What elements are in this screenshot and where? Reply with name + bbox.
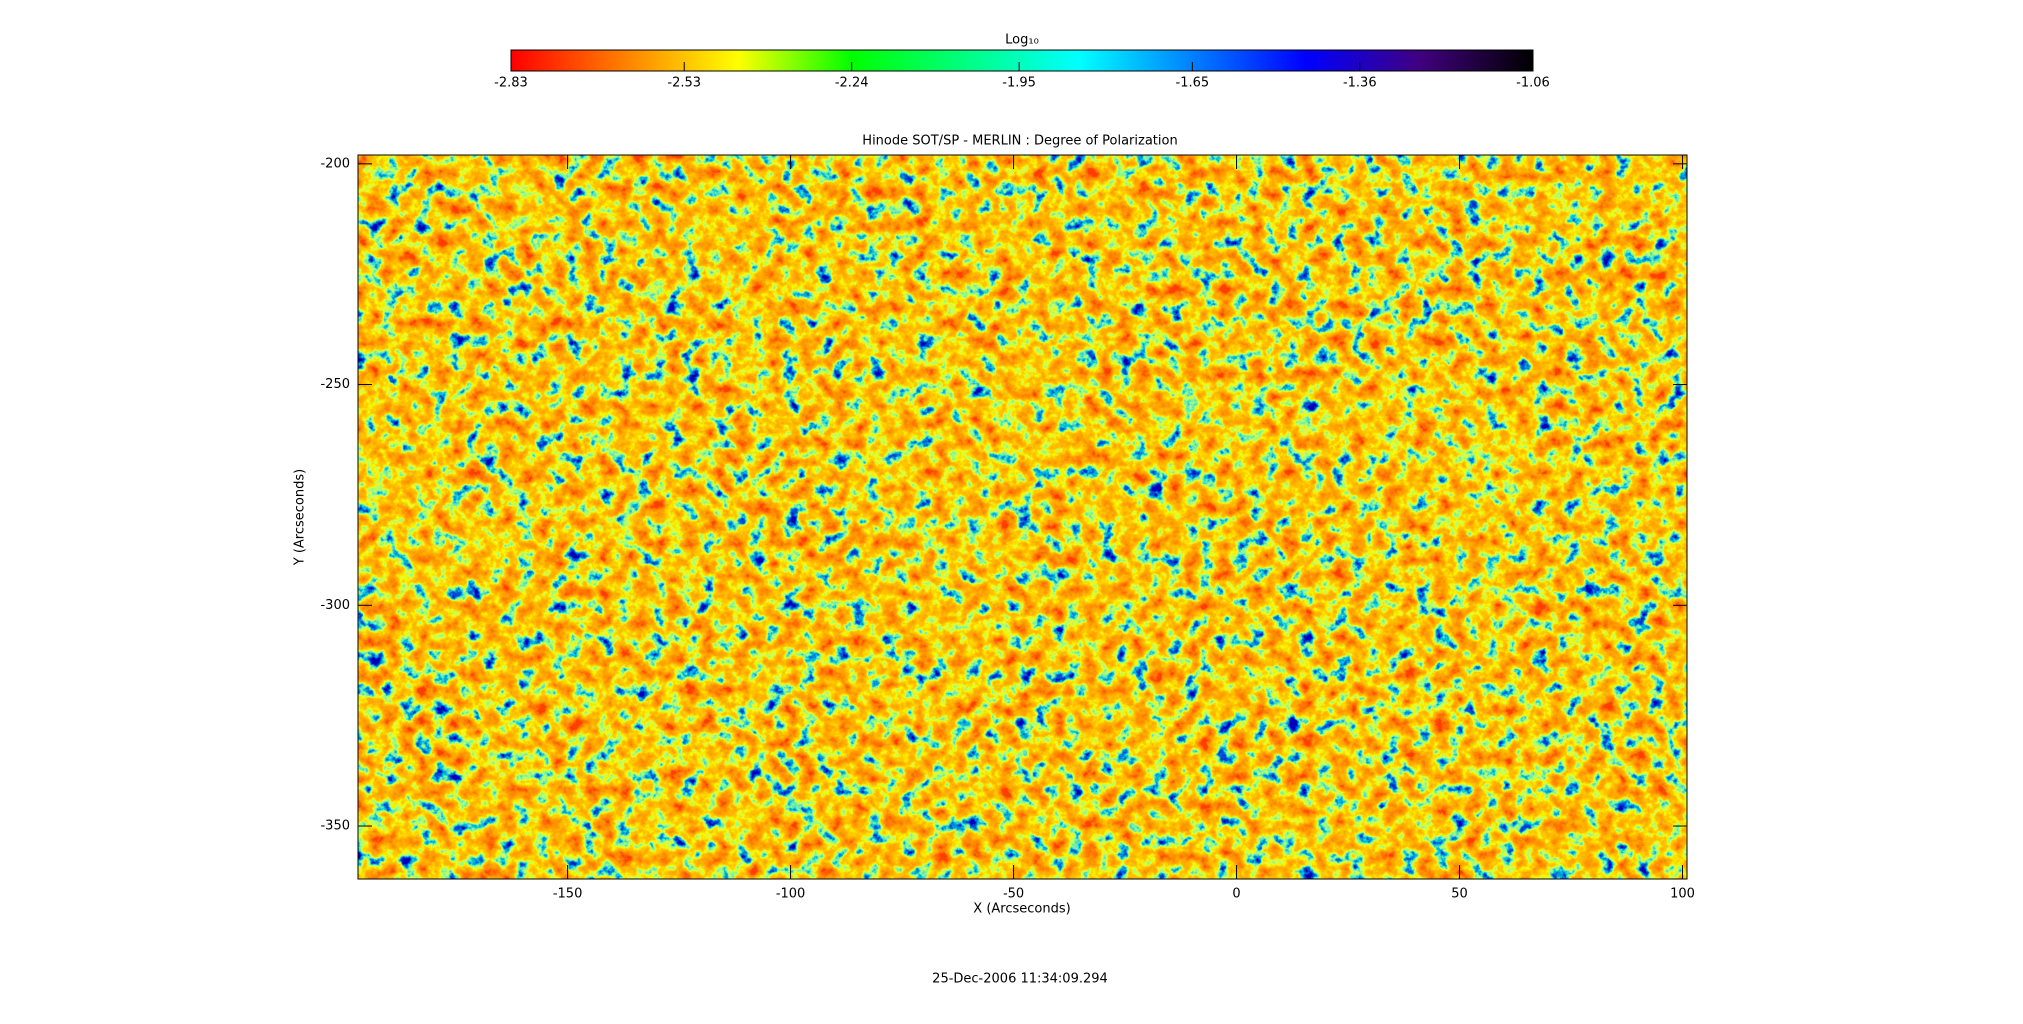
x-tick-label: 0 bbox=[1232, 887, 1240, 902]
colorbar-tick-label: -1.95 bbox=[1002, 76, 1036, 91]
colorbar bbox=[510, 49, 1534, 72]
y-tick-label: -350 bbox=[320, 819, 350, 834]
y-tick-label: -300 bbox=[320, 598, 350, 613]
x-tick-label: 50 bbox=[1451, 887, 1468, 902]
colorbar-tick-label: -1.06 bbox=[1516, 76, 1550, 91]
plot-frame bbox=[357, 154, 1688, 880]
polarization-map bbox=[358, 155, 1687, 879]
colorbar-tick-label: -2.53 bbox=[667, 76, 701, 91]
x-tick-label: 100 bbox=[1670, 887, 1695, 902]
x-axis-label: X (Arcseconds) bbox=[973, 902, 1070, 917]
colorbar-label: Log₁₀ bbox=[1005, 33, 1039, 48]
footer-date: 25-Dec-2006 11:34:09.294 bbox=[932, 972, 1108, 987]
colorbar-tick-label: -2.24 bbox=[835, 76, 869, 91]
colorbar-tick-label: -1.36 bbox=[1343, 76, 1377, 91]
colorbar-tick-label: -1.65 bbox=[1176, 76, 1210, 91]
y-tick-label: -200 bbox=[320, 156, 350, 171]
x-tick-label: -150 bbox=[553, 887, 583, 902]
chart-title: Hinode SOT/SP - MERLIN : Degree of Polar… bbox=[862, 134, 1177, 149]
colorbar-tick-label: -2.83 bbox=[494, 76, 528, 91]
x-tick-label: -50 bbox=[1003, 887, 1024, 902]
x-tick-label: -100 bbox=[776, 887, 806, 902]
y-axis-label: Y (Arcseconds) bbox=[293, 469, 308, 566]
y-tick-label: -250 bbox=[320, 377, 350, 392]
